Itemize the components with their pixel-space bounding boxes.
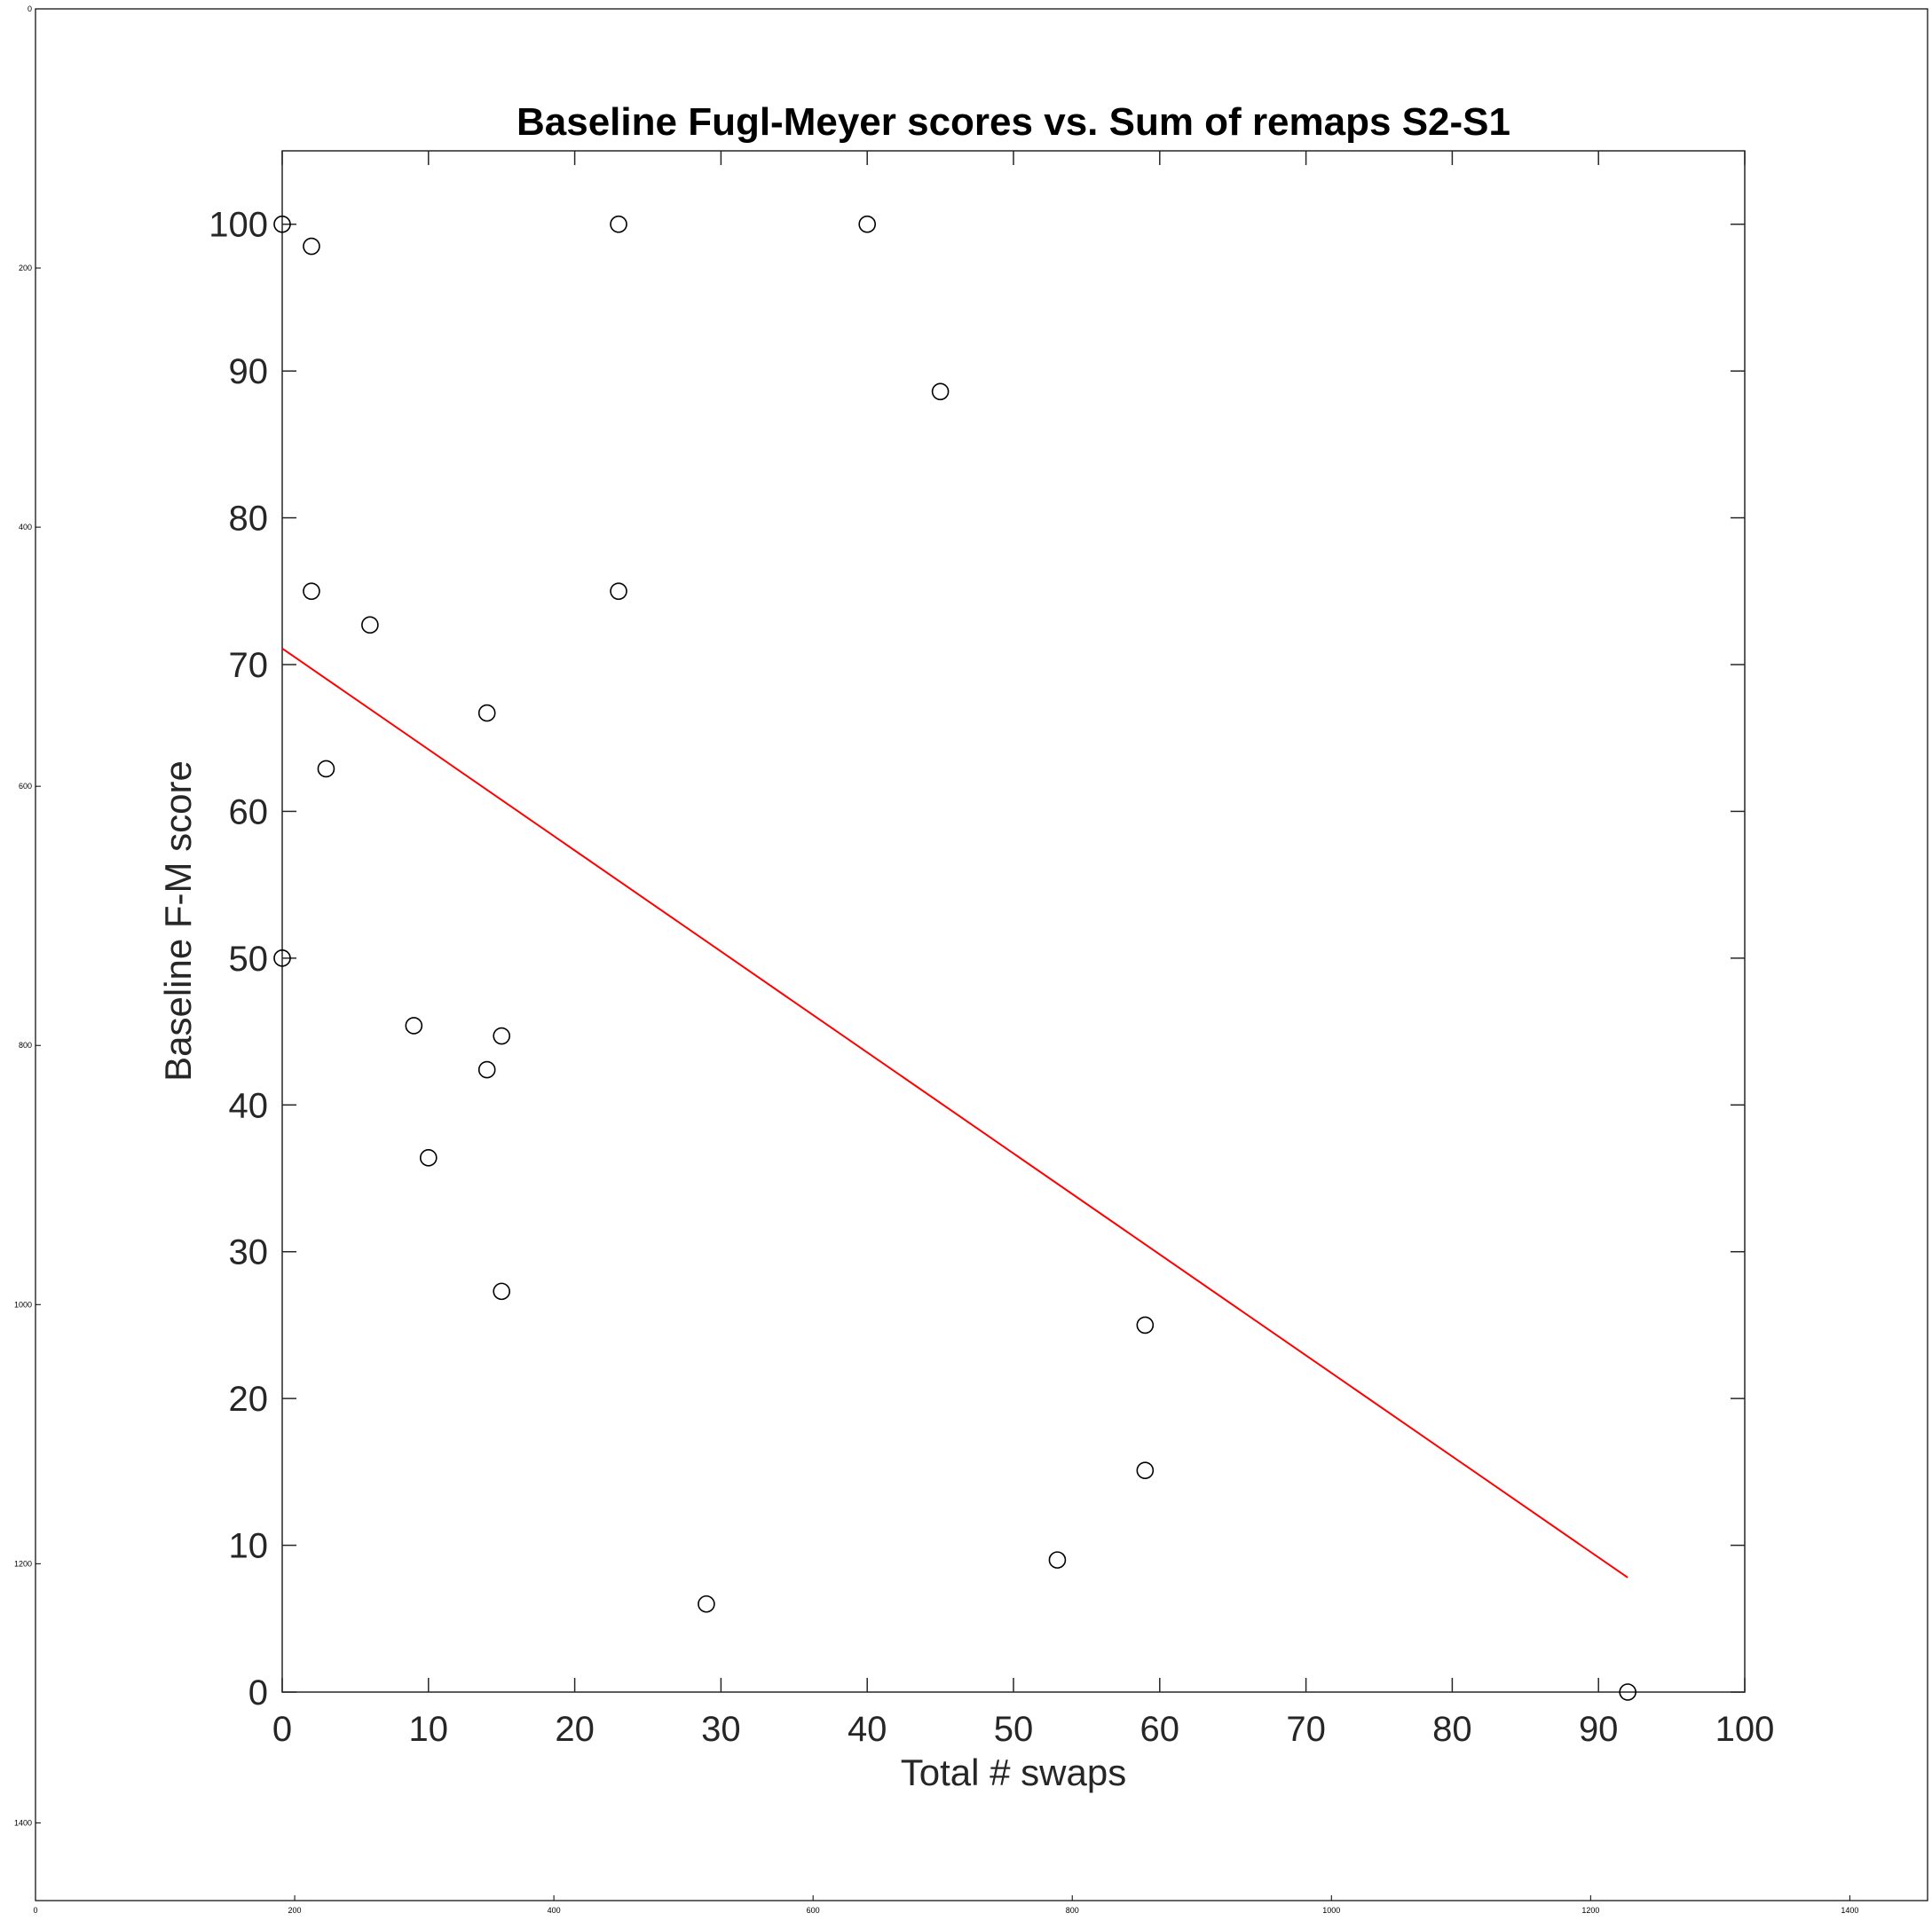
y-tick-label: 10 <box>229 1527 269 1566</box>
outer-y-tick-label: 1400 <box>14 1818 32 1827</box>
y-tick-label: 90 <box>229 352 269 391</box>
x-tick-label: 70 <box>1286 1710 1326 1749</box>
y-tick-label: 20 <box>229 1380 269 1419</box>
x-tick-labels: 0 10 20 30 40 50 60 70 80 90 100 <box>272 1710 1775 1749</box>
outer-y-tick-label: 0 <box>28 4 32 13</box>
scatter-points <box>273 215 1636 1701</box>
x-tick-label: 80 <box>1432 1710 1472 1749</box>
y-tick-label: 50 <box>229 940 269 979</box>
y-tick-label: 70 <box>229 646 269 685</box>
y-tick-label: 40 <box>229 1086 269 1125</box>
data-point <box>493 1027 511 1045</box>
outer-x-tick-label: 1000 <box>1322 1906 1340 1915</box>
outer-image-frame <box>35 8 1928 1901</box>
data-point <box>303 237 320 256</box>
y-tick-label: 80 <box>229 500 269 539</box>
plot-area <box>281 150 1746 1693</box>
axis-ticks <box>281 151 1746 1693</box>
outer-y-tick-label: 400 <box>19 523 32 531</box>
data-point <box>698 1594 715 1613</box>
data-point <box>273 215 291 233</box>
y-axis-label: Baseline F-M score <box>157 760 199 1082</box>
outer-x-tick-label: 0 <box>33 1906 37 1915</box>
x-tick-label: 90 <box>1579 1710 1619 1749</box>
regression-line <box>281 647 1628 1579</box>
data-point <box>317 760 335 778</box>
x-axis-label: Total # swaps <box>901 1752 1126 1793</box>
data-point <box>1136 1461 1155 1480</box>
y-tick-labels: 0 10 20 30 40 50 60 70 80 90 100 <box>209 206 268 1712</box>
outer-x-tick-label: 600 <box>807 1906 820 1915</box>
data-point <box>610 215 627 233</box>
outer-y-tick-label: 200 <box>19 264 32 272</box>
x-tick-label: 100 <box>1715 1710 1775 1749</box>
x-tick-label: 50 <box>994 1710 1034 1749</box>
outer-frame-ticks: 0 200 400 600 800 1000 1200 1400020040060080010… <box>14 4 1858 1915</box>
y-tick-label: 60 <box>229 792 269 831</box>
data-point <box>303 582 320 601</box>
data-point <box>1048 1551 1067 1569</box>
data-point <box>1619 1683 1636 1701</box>
outer-x-tick-label: 1400 <box>1841 1906 1858 1915</box>
y-tick-label: 100 <box>209 206 268 245</box>
data-point <box>419 1149 438 1167</box>
data-point <box>610 582 627 601</box>
data-point <box>477 704 496 722</box>
outer-y-tick-label: 1000 <box>14 1300 32 1309</box>
chart-title: Baseline Fugl-Meyer scores vs. Sum of re… <box>517 100 1510 144</box>
outer-x-tick-label: 800 <box>1066 1906 1079 1915</box>
data-point <box>931 382 950 401</box>
data-point <box>361 616 379 634</box>
outer-y-tick-label: 1200 <box>14 1559 32 1568</box>
y-tick-label: 0 <box>248 1673 268 1712</box>
outer-y-tick-label: 800 <box>19 1041 32 1050</box>
outer-x-tick-label: 200 <box>288 1906 302 1915</box>
x-tick-label: 60 <box>1140 1710 1180 1749</box>
x-tick-label: 40 <box>848 1710 887 1749</box>
data-point <box>273 949 291 967</box>
x-tick-label: 10 <box>409 1710 449 1749</box>
data-point <box>493 1282 511 1301</box>
outer-y-tick-label: 600 <box>19 782 32 791</box>
y-tick-label: 30 <box>229 1233 269 1272</box>
x-tick-label: 0 <box>272 1710 292 1749</box>
data-point <box>477 1060 496 1079</box>
data-point <box>1136 1316 1155 1334</box>
x-tick-label: 20 <box>555 1710 595 1749</box>
outer-frame-border <box>35 8 1928 1901</box>
outer-x-tick-label: 400 <box>548 1906 561 1915</box>
data-point <box>858 215 877 233</box>
data-point <box>405 1017 423 1035</box>
x-tick-label: 30 <box>701 1710 741 1749</box>
outer-x-tick-label: 1200 <box>1581 1906 1599 1915</box>
